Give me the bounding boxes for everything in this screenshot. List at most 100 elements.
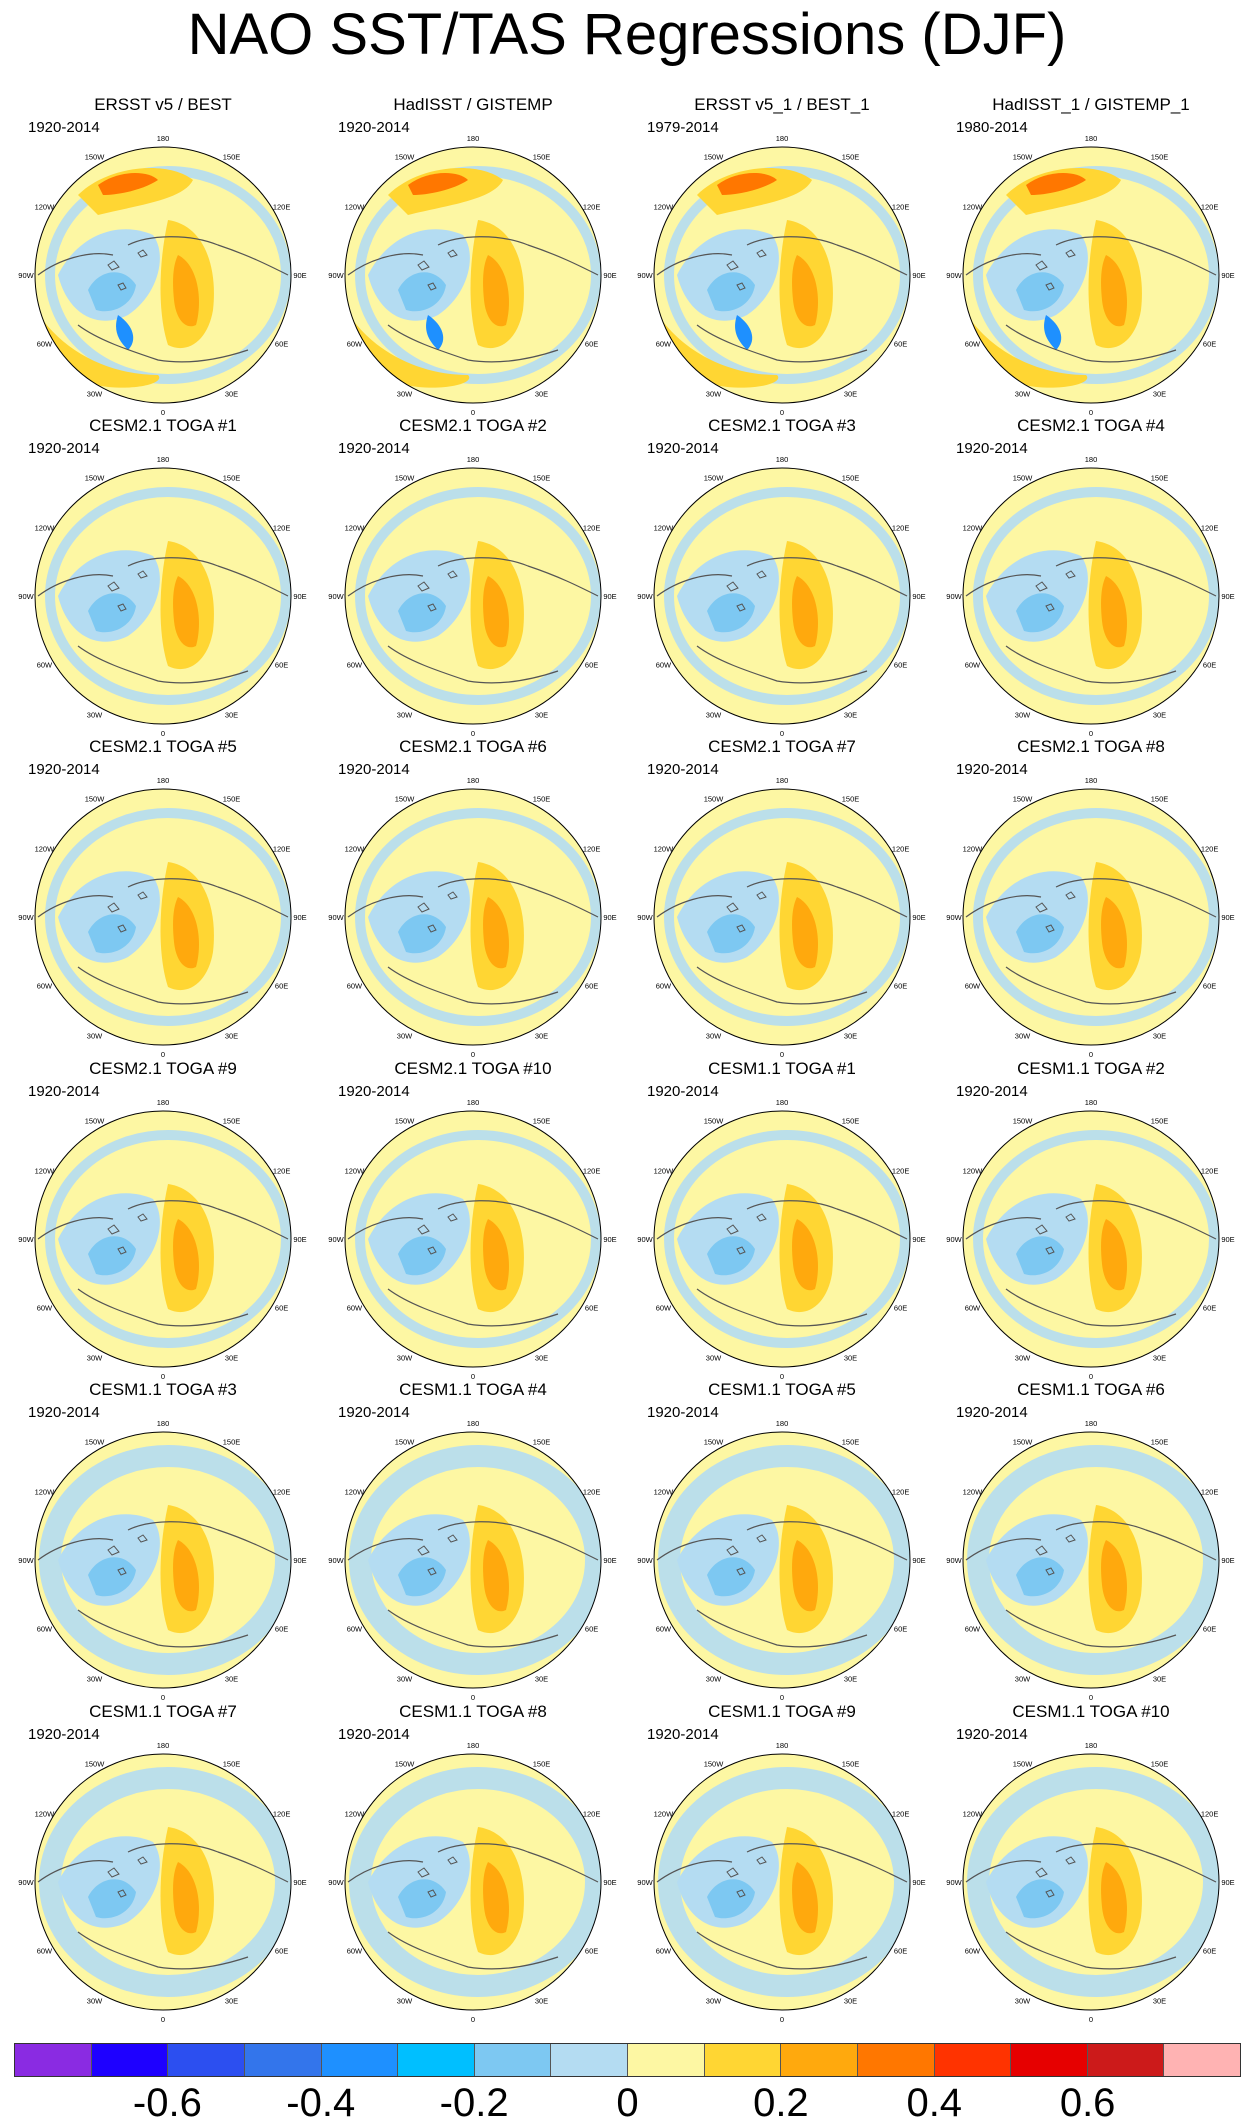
- longitude-label: 0: [471, 729, 475, 736]
- panel-period: 1920-2014: [28, 761, 100, 778]
- longitude-label: 30W: [87, 1675, 103, 1684]
- longitude-label: 150E: [1151, 1437, 1169, 1446]
- longitude-label: 120W: [963, 1810, 984, 1819]
- panel-period: 1920-2014: [647, 1404, 719, 1421]
- longitude-label: 90E: [912, 1878, 925, 1887]
- colorbar-swatch: [398, 2044, 475, 2076]
- longitude-label: 120E: [273, 1488, 291, 1497]
- colorbar-swatch: [781, 2044, 858, 2076]
- figure-title: NAO SST/TAS Regressions (DJF): [187, 2, 1067, 67]
- longitude-label: 30W: [87, 711, 103, 720]
- longitude-label: 150E: [223, 152, 241, 161]
- panel-period: 1920-2014: [28, 1083, 100, 1100]
- longitude-label: 0: [161, 2015, 165, 2022]
- longitude-label: 90W: [946, 913, 962, 922]
- map-panel: CESM2.1 TOGA #10 1920-2014 180 150E 120E 90E 6…: [323, 1059, 623, 1379]
- longitude-label: 150E: [533, 1437, 551, 1446]
- longitude-label: 180: [776, 134, 789, 143]
- longitude-label: 180: [776, 776, 789, 785]
- longitude-label: 150W: [1013, 794, 1034, 803]
- longitude-label: 60W: [965, 1947, 981, 1956]
- longitude-label: 150E: [223, 1437, 241, 1446]
- longitude-label: 180: [467, 134, 480, 143]
- panel-period: 1920-2014: [647, 761, 719, 778]
- longitude-label: 60E: [894, 340, 907, 349]
- longitude-label: 30E: [225, 1997, 238, 2006]
- panel-title: CESM1.1 TOGA #10: [1012, 1702, 1170, 1721]
- polar-map: 180 150E 120E 90E 60E 30E 0 30W 60W 90W 120W 150W: [328, 1419, 616, 1700]
- map-panel: CESM1.1 TOGA #9 1920-2014 180 150E 120E 90E 60…: [632, 1702, 932, 2022]
- longitude-label: 90W: [18, 1556, 34, 1565]
- longitude-label: 0: [471, 408, 475, 415]
- longitude-label: 180: [467, 1098, 480, 1107]
- longitude-label: 60E: [585, 1947, 598, 1956]
- polar-map: 180 150E 120E 90E 60E 30E 0 30W 60W 90W 120W 150W: [18, 1741, 306, 2022]
- longitude-label: 30W: [1015, 1354, 1031, 1363]
- longitude-label: 30E: [1153, 1675, 1166, 1684]
- longitude-label: 30E: [535, 711, 548, 720]
- map-panel: CESM1.1 TOGA #8 1920-2014 180 150E 120E 90E 60…: [323, 1702, 623, 2022]
- longitude-label: 60E: [894, 1625, 907, 1634]
- panel-title: CESM2.1 TOGA #10: [394, 1059, 552, 1078]
- longitude-label: 60E: [1203, 982, 1216, 991]
- longitude-label: 180: [1085, 1419, 1098, 1428]
- panel-title: CESM2.1 TOGA #5: [89, 737, 237, 756]
- longitude-label: 30W: [87, 1032, 103, 1041]
- longitude-label: 150E: [223, 794, 241, 803]
- longitude-label: 90W: [18, 592, 34, 601]
- longitude-label: 120W: [963, 203, 984, 212]
- longitude-label: 60W: [656, 1304, 672, 1313]
- longitude-label: 180: [776, 455, 789, 464]
- longitude-label: 120E: [892, 203, 910, 212]
- longitude-label: 120W: [654, 845, 675, 854]
- longitude-label: 150E: [842, 1116, 860, 1125]
- longitude-label: 30W: [1015, 390, 1031, 399]
- longitude-label: 90W: [328, 592, 344, 601]
- longitude-label: 90E: [912, 913, 925, 922]
- longitude-label: 90E: [603, 1235, 616, 1244]
- longitude-label: 120W: [963, 524, 984, 533]
- panel-period: 1920-2014: [956, 761, 1028, 778]
- longitude-label: 30W: [397, 1675, 413, 1684]
- longitude-label: 180: [1085, 455, 1098, 464]
- longitude-label: 60W: [37, 982, 53, 991]
- longitude-label: 90E: [912, 271, 925, 280]
- polar-map: 180 150E 120E 90E 60E 30E 0 30W 60W 90W 120W 150W: [328, 1741, 616, 2022]
- longitude-label: 150W: [395, 794, 416, 803]
- polar-map: 180 150E 120E 90E 60E 30E 0 30W 60W 90W 120W 150W: [946, 1419, 1234, 1700]
- longitude-label: 30E: [535, 390, 548, 399]
- panel-title: CESM1.1 TOGA #1: [708, 1059, 856, 1078]
- longitude-label: 90E: [912, 592, 925, 601]
- longitude-label: 120W: [345, 1167, 366, 1176]
- longitude-label: 180: [157, 1419, 170, 1428]
- longitude-label: 120W: [35, 845, 56, 854]
- longitude-label: 120E: [1201, 203, 1219, 212]
- longitude-label: 90W: [18, 913, 34, 922]
- map-panel: CESM1.1 TOGA #7 1920-2014 180 150E 120E 90E 60…: [13, 1702, 313, 2022]
- panel-period: 1920-2014: [28, 1726, 100, 1743]
- longitude-label: 120W: [963, 845, 984, 854]
- longitude-label: 90E: [293, 913, 306, 922]
- panel-title: CESM1.1 TOGA #4: [399, 1380, 547, 1399]
- panel-period: 1920-2014: [956, 1083, 1028, 1100]
- longitude-label: 150W: [395, 152, 416, 161]
- longitude-label: 120E: [273, 203, 291, 212]
- longitude-label: 120W: [35, 203, 56, 212]
- longitude-label: 30W: [397, 390, 413, 399]
- panel-period: 1920-2014: [338, 119, 410, 136]
- panel-title: CESM1.1 TOGA #7: [89, 1702, 237, 1721]
- longitude-label: 30W: [1015, 1675, 1031, 1684]
- longitude-label: 30W: [1015, 1997, 1031, 2006]
- longitude-label: 120W: [35, 1167, 56, 1176]
- longitude-label: 90W: [946, 1235, 962, 1244]
- panel-title: HadISST / GISTEMP: [393, 95, 553, 114]
- longitude-label: 60W: [656, 1625, 672, 1634]
- longitude-label: 120E: [273, 524, 291, 533]
- map-panel: CESM2.1 TOGA #2 1920-2014 180 150E 120E 90E 60…: [323, 416, 623, 736]
- longitude-label: 0: [1089, 2015, 1093, 2022]
- map-panel: CESM1.1 TOGA #5 1920-2014 180 150E 120E 90E 60…: [632, 1380, 932, 1700]
- longitude-label: 150E: [533, 1116, 551, 1125]
- longitude-label: 60E: [275, 1625, 288, 1634]
- longitude-label: 90E: [1221, 592, 1234, 601]
